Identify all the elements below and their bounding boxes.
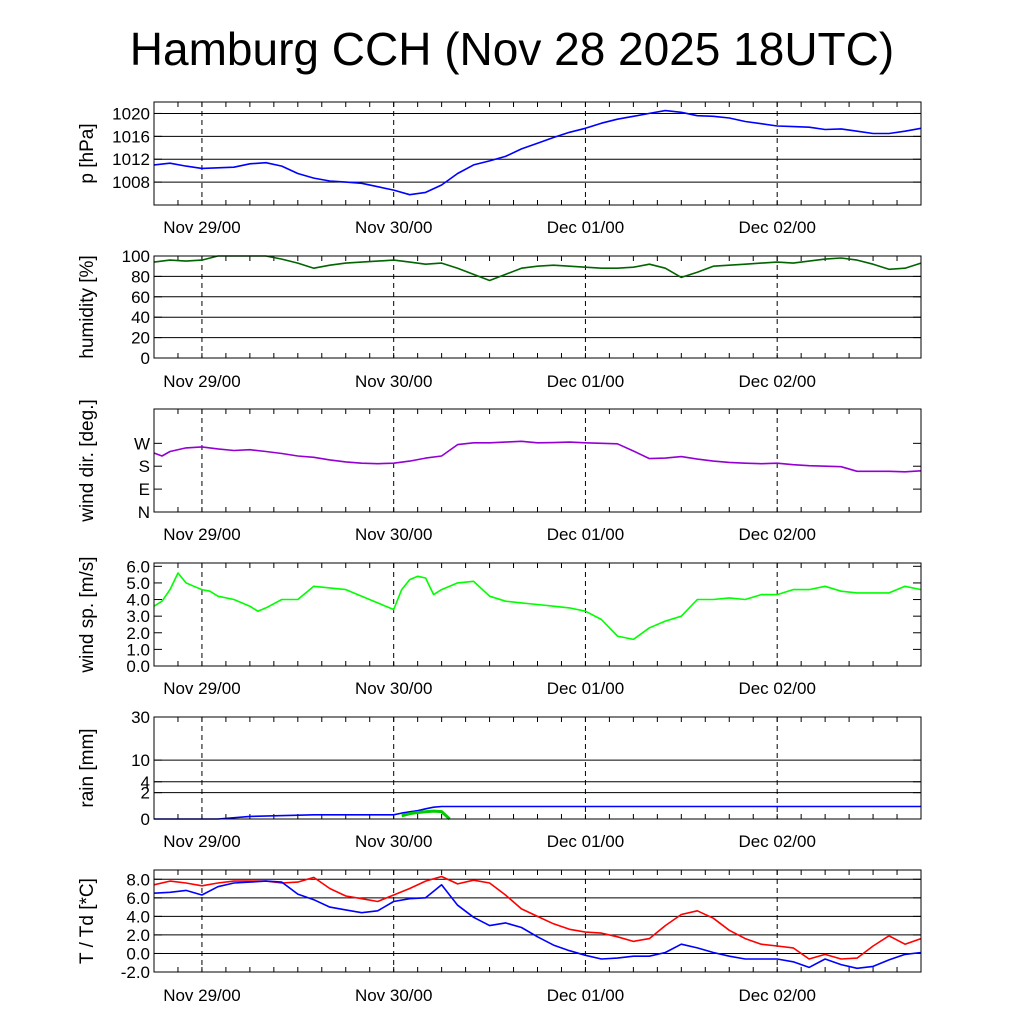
wind_dir-x-tick-label: Dec 01/00 (547, 525, 625, 544)
wind_dir-series-wind-direction (153, 440, 922, 473)
humidity-x-tick-label: Dec 02/00 (738, 372, 816, 391)
temperature-y-tick-label: 4.0 (126, 907, 150, 926)
humidity-panel: Nov 29/00 Nov 30/00 Dec 01/00 Dec 02/00 020 4… (77, 247, 922, 391)
rain-panel: Nov 29/00 Nov 30/00 Dec 01/00 Dec 02/00 0 24 1… (77, 708, 922, 851)
pressure-y-tick-label: 1012 (112, 150, 150, 169)
rain-y-tick-label: 0 (141, 810, 150, 829)
humidity-x-tick-label: Nov 29/00 (163, 372, 241, 391)
wind_speed-y-tick-label: 5.0 (126, 574, 150, 593)
pressure-x-tick-label: Dec 02/00 (738, 218, 816, 237)
pressure-x-tick-label: Nov 30/00 (355, 218, 433, 237)
wind_dir-y-tick-label: N (138, 503, 150, 522)
wind_speed-series-wind-speed (153, 572, 922, 641)
pressure-series-pressure (153, 109, 922, 196)
temperature-y-tick-label: 8.0 (126, 870, 150, 889)
temperature-x-tick-label: Nov 29/00 (163, 986, 241, 1005)
pressure-plot-frame (153, 101, 922, 206)
temperature-series-dewpoint (153, 880, 922, 970)
wind_speed-x-tick-label: Nov 29/00 (163, 679, 241, 698)
humidity-plot-frame (153, 255, 922, 359)
rain-series-accumulated-rain (154, 805, 921, 820)
rain-x-tick-label: Dec 01/00 (547, 832, 625, 851)
temperature-y-tick-label: 0.0 (126, 944, 150, 963)
wind_speed-x-tick-label: Dec 01/00 (547, 679, 625, 698)
wind_dir-panel: Nov 29/00 Nov 30/00 Dec 01/00 Dec 02/00 NESW… (77, 399, 922, 544)
humidity-x-tick-label: Dec 01/00 (547, 372, 625, 391)
humidity-y-tick-label: 100 (122, 247, 150, 266)
temperature-x-tick-label: Dec 01/00 (547, 986, 625, 1005)
temperature-y-tick-label: 6.0 (126, 889, 150, 908)
humidity-x-tick-label: Nov 30/00 (355, 372, 433, 391)
pressure-x-tick-label: Nov 29/00 (163, 218, 241, 237)
humidity-y-tick-label: 60 (131, 288, 150, 307)
temperature-panel: Nov 29/00 Nov 30/00 Dec 01/00 Dec 02/00 -2.0… (77, 869, 922, 1005)
rain-y-tick-label: 10 (131, 751, 150, 770)
humidity-y-tick-label: 0 (141, 349, 150, 368)
wind_dir-y-axis-label: wind dir. [deg.] (77, 399, 98, 523)
humidity-y-tick-label: 20 (131, 329, 150, 348)
wind_speed-y-tick-label: 2.0 (126, 624, 150, 643)
pressure-y-tick-label: 1020 (112, 104, 150, 123)
rain-x-tick-label: Nov 30/00 (355, 832, 433, 851)
temperature-x-tick-label: Nov 30/00 (355, 986, 433, 1005)
humidity-y-axis-label: humidity [%] (77, 255, 98, 358)
rain-x-tick-label: Dec 02/00 (738, 832, 816, 851)
wind_speed-y-axis-label: wind sp. [m/s] (77, 556, 98, 673)
pressure-y-axis-label: p [hPa] (77, 123, 98, 183)
rain-y-tick-label: 4 (141, 773, 150, 792)
pressure-y-tick-label: 1008 (112, 173, 150, 192)
rain-y-axis-label: rain [mm] (77, 728, 98, 807)
wind_speed-plot-frame (153, 562, 922, 667)
wind_speed-y-tick-label: 0.0 (126, 657, 150, 676)
wind_speed-x-tick-label: Nov 30/00 (355, 679, 433, 698)
wind_dir-x-tick-label: Nov 30/00 (355, 525, 433, 544)
pressure-panel: Nov 29/00 Nov 30/00 Dec 01/00 Dec 02/00 1008… (77, 101, 922, 237)
temperature-y-tick-label: -2.0 (121, 963, 150, 982)
wind_dir-y-tick-label: W (134, 434, 150, 453)
wind_dir-x-tick-label: Nov 29/00 (163, 525, 241, 544)
wind_dir-y-tick-label: S (139, 457, 150, 476)
humidity-y-tick-label: 80 (131, 267, 150, 286)
pressure-y-tick-label: 1016 (112, 127, 150, 146)
wind_speed-y-tick-label: 1.0 (126, 640, 150, 659)
rain-y-tick-label: 30 (131, 708, 150, 727)
wind_dir-plot-frame (153, 408, 922, 513)
temperature-y-axis-label: T / Td [*C] (77, 878, 98, 964)
temperature-series-temperature (153, 875, 922, 960)
humidity-y-tick-label: 40 (131, 308, 150, 327)
wind_speed-y-tick-label: 3.0 (126, 607, 150, 626)
wind_dir-y-tick-label: E (139, 480, 150, 499)
rain-x-tick-label: Nov 29/00 (163, 832, 241, 851)
wind_speed-y-tick-label: 4.0 (126, 591, 150, 610)
rain-y-tick-label: 2 (141, 784, 150, 803)
wind_speed-x-tick-label: Dec 02/00 (738, 679, 816, 698)
temperature-plot-frame (153, 869, 922, 973)
humidity-series-humidity (153, 255, 922, 282)
rain-plot-frame (153, 716, 922, 820)
temperature-y-tick-label: 2.0 (126, 926, 150, 945)
wind_speed-panel: Nov 29/00 Nov 30/00 Dec 01/00 Dec 02/00 0.01… (77, 556, 922, 698)
wind_speed-y-tick-label: 6.0 (126, 557, 150, 576)
chart-title: Hamburg CCH (Nov 28 2025 18UTC) (129, 23, 895, 75)
pressure-x-tick-label: Dec 01/00 (547, 218, 625, 237)
temperature-x-tick-label: Dec 02/00 (738, 986, 816, 1005)
rain-series-rain-rate (401, 809, 451, 821)
wind_dir-x-tick-label: Dec 02/00 (738, 525, 816, 544)
